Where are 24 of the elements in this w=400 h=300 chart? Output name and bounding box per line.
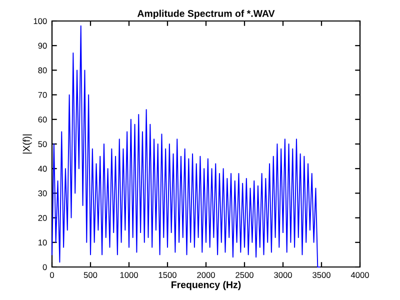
x-tick-label: 4000 (350, 272, 369, 278)
x-tick-label: 0 (50, 272, 54, 278)
y-axis-title: |X(f)| (22, 134, 32, 154)
y-tick-label: 60 (38, 116, 47, 122)
x-axis-title: Frequency (Hz) (172, 281, 241, 290)
y-tick-label: 30 (38, 190, 47, 196)
y-tick-label: 90 (38, 42, 47, 49)
line-series (52, 25, 320, 268)
chart-title: Amplitude Spectrum of *.WAV (137, 10, 275, 19)
y-tick-label: 40 (38, 166, 47, 172)
x-tick-label: 2000 (197, 272, 215, 278)
x-tick-label: 1000 (120, 272, 138, 278)
x-tick-label: 3000 (274, 272, 292, 278)
y-tick-label: 50 (38, 141, 47, 148)
y-tick-label: 20 (38, 215, 47, 221)
x-tick-label: 500 (84, 272, 98, 278)
y-tick-label: 70 (38, 92, 47, 98)
x-tick-label: 2500 (236, 272, 254, 278)
y-tick-label: 0 (42, 264, 47, 270)
y-tick-label: 100 (34, 18, 47, 24)
x-tick-label: 1500 (158, 272, 176, 278)
x-tick-label: 3500 (312, 272, 330, 278)
y-tick-label: 10 (38, 240, 47, 246)
y-tick-label: 80 (38, 67, 47, 74)
